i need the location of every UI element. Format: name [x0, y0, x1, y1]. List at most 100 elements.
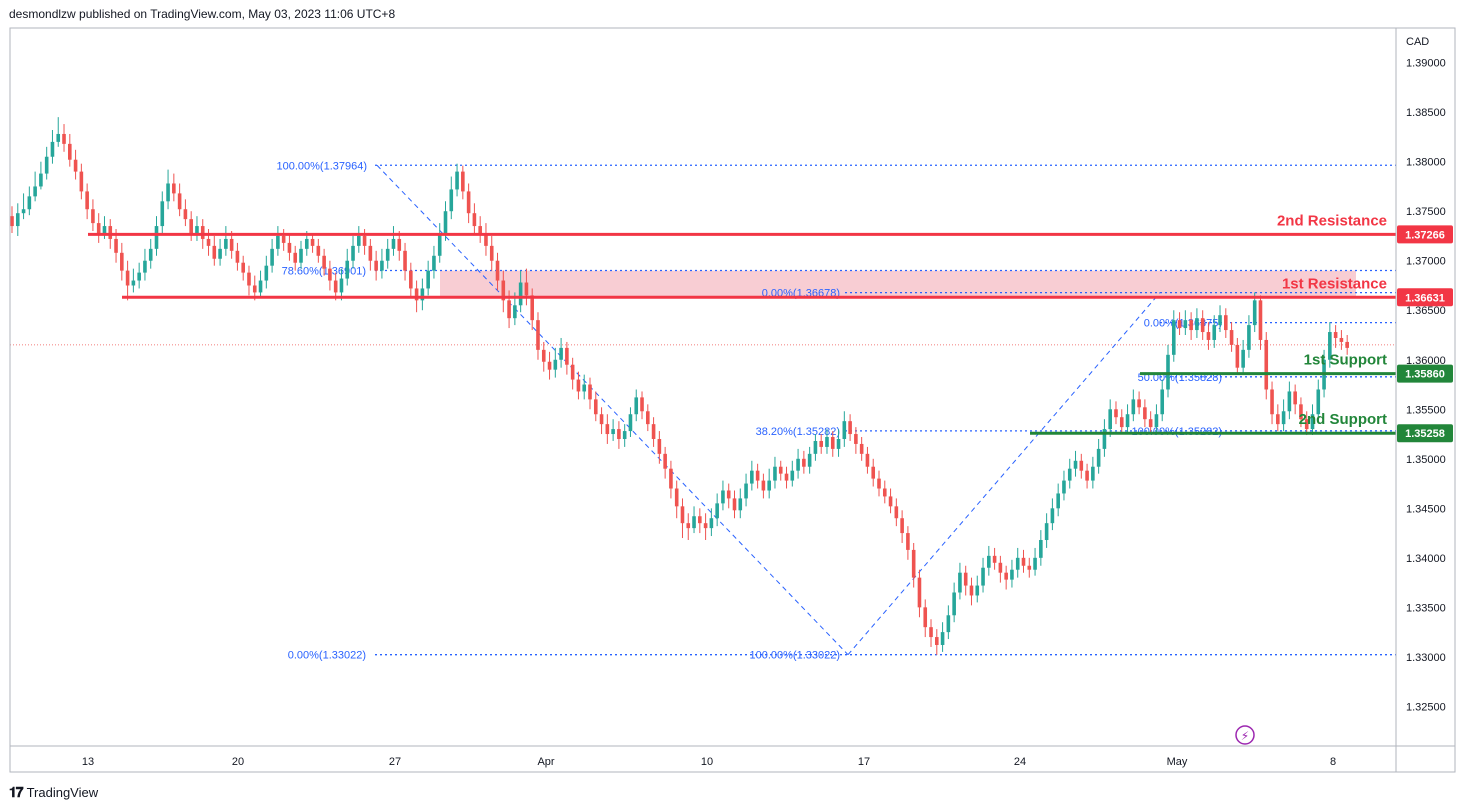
- candle-body: [1114, 409, 1118, 418]
- candle-body: [328, 268, 332, 281]
- candle-body: [461, 171, 465, 192]
- candle-body: [1137, 399, 1141, 408]
- candle-body: [235, 250, 240, 263]
- candle-body: [570, 364, 575, 380]
- candle-body: [1247, 325, 1251, 350]
- candle-body: [281, 235, 286, 243]
- candle-body: [1287, 391, 1292, 412]
- candle-body: [854, 434, 858, 444]
- candle-body: [1033, 557, 1037, 570]
- candle-body: [674, 488, 679, 507]
- candle-body: [501, 280, 506, 301]
- candle-body: [553, 359, 558, 370]
- candle-body: [692, 516, 696, 529]
- candle-body: [819, 440, 823, 447]
- candle-body: [738, 498, 743, 511]
- candle-body: [120, 252, 124, 271]
- candle-body: [472, 213, 477, 227]
- fib-label: 100.00%(1.33022): [749, 650, 840, 662]
- candle-body: [1270, 389, 1274, 415]
- candle-body: [1171, 320, 1176, 355]
- candle-body: [1241, 349, 1245, 368]
- candle-body: [721, 490, 725, 504]
- candle-body: [669, 468, 673, 489]
- y-tick-label: 1.33000: [1406, 652, 1446, 664]
- candle-body: [189, 219, 193, 234]
- candle-body: [836, 438, 841, 449]
- candle-body: [1039, 540, 1043, 558]
- price-tag-text: 1.37266: [1405, 229, 1445, 241]
- x-tick-label: 13: [82, 756, 94, 768]
- candle-body: [634, 397, 639, 415]
- candle-body: [1183, 320, 1188, 329]
- candle-body: [102, 226, 107, 234]
- candle-body: [1160, 389, 1165, 415]
- candle-body: [773, 466, 777, 481]
- candle-body: [114, 238, 118, 253]
- candle-body: [1304, 419, 1309, 430]
- candle-body: [293, 252, 298, 263]
- candle-body: [44, 156, 49, 174]
- candle-body: [802, 458, 806, 467]
- candle-body: [148, 248, 153, 261]
- candle-body: [206, 238, 211, 246]
- candle-body: [1143, 407, 1147, 420]
- candle-body: [576, 379, 581, 392]
- candle-body: [1299, 404, 1303, 420]
- candle-body: [842, 421, 847, 439]
- candle-body: [195, 226, 199, 234]
- candle-body: [524, 282, 529, 296]
- candle-body: [403, 250, 407, 271]
- candle-body: [958, 572, 962, 593]
- candle-body: [241, 262, 245, 273]
- key-level-label: 1st Support: [1304, 352, 1387, 369]
- candle-body: [732, 498, 737, 511]
- x-tick-label: 24: [1014, 756, 1026, 768]
- candle-body: [172, 183, 176, 194]
- y-tick-label: 1.37000: [1406, 256, 1446, 268]
- candle-body: [1293, 391, 1297, 405]
- candle-body: [882, 488, 887, 497]
- candle-body: [680, 506, 685, 524]
- candle-body: [264, 265, 269, 281]
- x-tick-label: 17: [858, 756, 870, 768]
- candle-body: [952, 592, 956, 616]
- candle-body: [1212, 325, 1217, 340]
- key-level-label: 1st Resistance: [1282, 275, 1387, 292]
- candle-body: [397, 238, 402, 251]
- candle-body: [374, 260, 378, 271]
- candle-body: [888, 496, 893, 507]
- candle-body: [212, 245, 217, 259]
- candle-body: [68, 143, 72, 160]
- candle-body: [1195, 318, 1199, 331]
- candle-body: [1062, 480, 1066, 494]
- candle-body: [1085, 470, 1089, 481]
- candle-body: [333, 280, 338, 293]
- lightning-glyph: ⚡: [1241, 729, 1249, 743]
- candle-body: [21, 209, 26, 214]
- candle-body: [859, 443, 864, 454]
- candle-body: [33, 186, 37, 197]
- candle-body: [1154, 414, 1159, 428]
- candle-body: [646, 411, 650, 425]
- candle-body: [183, 209, 188, 220]
- candle-body: [1148, 419, 1153, 428]
- candle-body: [322, 255, 326, 269]
- candle-body: [91, 209, 95, 224]
- resistance-zone: [440, 270, 1356, 298]
- candle-body: [310, 238, 315, 246]
- candle-body: [62, 133, 66, 144]
- candle-body: [530, 295, 534, 321]
- candle-body: [830, 437, 835, 449]
- y-tick-label: 1.32500: [1406, 701, 1446, 713]
- candle-body: [247, 272, 251, 286]
- candle-body: [1281, 411, 1286, 425]
- candle-body: [778, 466, 783, 474]
- candle-body: [96, 223, 101, 234]
- candle-body: [848, 421, 852, 435]
- candle-body: [894, 506, 899, 519]
- candle-body: [380, 260, 384, 271]
- candle-body: [628, 414, 633, 432]
- candle-body: [391, 238, 396, 249]
